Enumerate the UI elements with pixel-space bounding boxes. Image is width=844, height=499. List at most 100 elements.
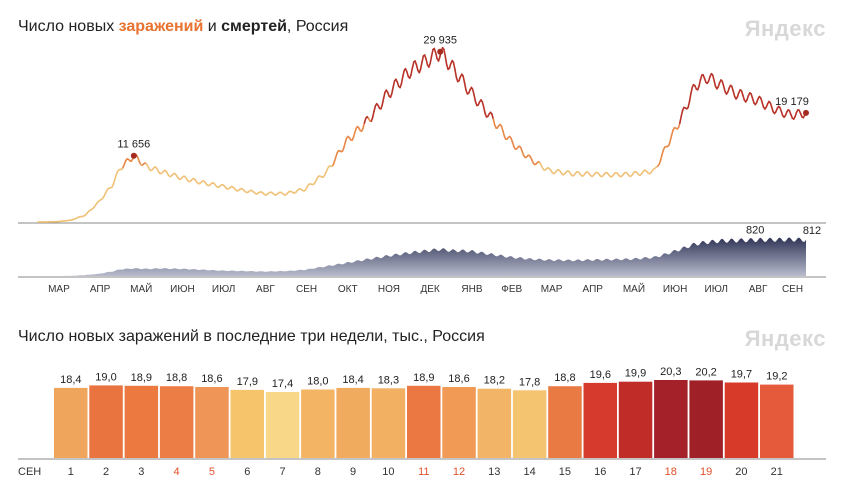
bar (54, 387, 88, 458)
cases-line-segment (687, 101, 691, 109)
bar (654, 380, 688, 458)
bar (548, 386, 582, 458)
cases-peak-marker (130, 152, 137, 159)
cases-line-segment (419, 61, 423, 70)
month-tick-label: АПР (583, 284, 604, 295)
cases-line-segment (721, 80, 725, 88)
three-weeks-bar-chart: СЕН 18,4 1 19,0 2 18,9 3 18,8 4 18,6 5 17,9 6 17,4 7 18… (18, 366, 826, 478)
cases-line-segment (400, 75, 404, 85)
month-tick-label: МАР (541, 284, 563, 295)
bar-category-label: 6 (244, 466, 250, 478)
cases-line-segment (698, 79, 702, 87)
cases-line-segment (689, 86, 694, 95)
cases-line-segment (425, 58, 429, 66)
bar-category-label: 20 (735, 466, 747, 478)
cases-line-segment (471, 88, 475, 96)
bar-category-label: 19 (700, 466, 712, 478)
title-suffix: , Россия (286, 18, 349, 35)
bar (371, 388, 406, 458)
cases-line-segment (482, 106, 486, 115)
month-tick-label: ИЮЛ (705, 284, 728, 295)
bar-value-label: 18,9 (413, 372, 434, 384)
month-tick-label: ЯНВ (461, 284, 482, 295)
title-mid: и (203, 18, 222, 35)
bar (407, 385, 441, 458)
bar-category-label: 17 (629, 466, 641, 478)
bar-value-label: 18,4 (342, 374, 363, 386)
cases-line-segment (492, 118, 496, 126)
title-prefix: Число новых (18, 18, 119, 35)
cases-line-segment (463, 81, 467, 91)
cases-peak-label: 29 935 (423, 35, 457, 47)
bar-category-label: 21 (771, 466, 783, 478)
yandex-logo-top: Яндекс (744, 16, 826, 41)
cases-peak-label: 19 179 (775, 96, 809, 108)
cases-line-segment (401, 69, 406, 78)
cases-line-segment (443, 48, 447, 58)
cases-line-segment (661, 149, 665, 156)
bar (336, 387, 370, 458)
cases-line-segment (421, 55, 425, 63)
cases-line-segment (429, 55, 433, 65)
bar-category-label: 16 (594, 466, 606, 478)
bar-value-label: 18,8 (166, 372, 187, 384)
cases-line-segment (732, 90, 736, 98)
bar-value-label: 17,9 (237, 376, 258, 388)
cases-deaths-chart: 11 656 29 935 19 179 820 812 МАР АПР МАЙ ИЮН ИЮЛ А… (18, 35, 826, 295)
month-tick-label: ИЮН (170, 284, 195, 295)
bar (442, 387, 476, 458)
month-tick-label: ДЕК (420, 284, 439, 295)
bar-category-label: 18 (665, 466, 677, 478)
bar (512, 390, 547, 458)
cases-line-segment (410, 67, 414, 76)
cases-line-segment (381, 97, 385, 106)
cases-line-segment (333, 157, 337, 164)
deaths-label: 820 (746, 225, 764, 237)
cases-line-segment (371, 110, 375, 119)
cases-line-segment (454, 68, 458, 78)
bar-category-label: 8 (315, 466, 321, 478)
cases-line-segment (406, 71, 410, 78)
bar (159, 386, 194, 458)
cases-line-segment (711, 74, 715, 82)
month-tick-label: АВГ (749, 284, 768, 295)
cases-peak-label: 11 656 (117, 139, 150, 151)
deaths-area (38, 237, 806, 276)
month-tick-label: МАЙ (130, 282, 152, 295)
month-tick-label: МАР (48, 284, 70, 295)
bar-month-label: СЕН (18, 466, 41, 478)
bar-value-label: 18,9 (131, 372, 152, 384)
cases-line-segment (742, 94, 746, 101)
cases-line-segment (392, 80, 396, 88)
bar-value-label: 17,8 (519, 376, 540, 388)
bar-value-label: 18,6 (448, 373, 469, 385)
title-cases-highlight: заражений (118, 18, 204, 35)
cases-line-segment (430, 48, 434, 57)
bar-value-label: 19,0 (95, 371, 116, 383)
bar-category-label: 3 (138, 466, 144, 478)
cases-line-segment (444, 55, 448, 66)
cases-line-segment (342, 141, 347, 149)
bar-category-label: 4 (174, 466, 180, 478)
bar-value-label: 20,2 (695, 366, 716, 378)
cases-line-segment (481, 100, 485, 108)
cases-line-segment (699, 74, 703, 81)
cases-peak-marker (437, 48, 444, 55)
bar-value-label: 18,2 (484, 375, 505, 387)
cases-line-segment (473, 94, 477, 103)
month-tick-label: АВГ (256, 284, 275, 295)
bar-value-label: 19,2 (766, 371, 787, 383)
bar-category-label: 13 (488, 466, 500, 478)
bar (724, 382, 759, 458)
bottom-chart-title: Число новых заражений в последние три не… (18, 328, 485, 345)
cases-line-segment (491, 113, 495, 120)
bar (195, 387, 229, 458)
month-tick-label: ИЮЛ (212, 284, 235, 295)
bar-value-label: 19,6 (590, 369, 611, 381)
cases-line-segment (362, 122, 366, 130)
bar-category-label: 12 (453, 466, 465, 478)
cases-line-segment (713, 79, 717, 88)
month-tick-label: МАЙ (623, 282, 645, 295)
